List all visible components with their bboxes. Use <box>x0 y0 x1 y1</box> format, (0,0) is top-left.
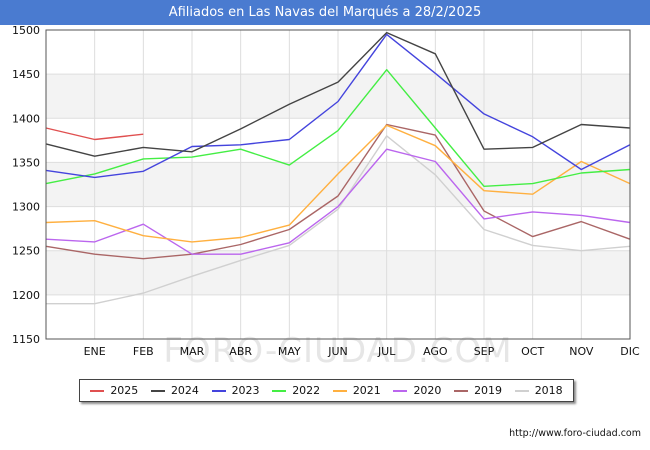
x-tick-label: JUL <box>377 345 396 358</box>
x-tick-label: MAY <box>278 345 301 358</box>
series-line-2021 <box>45 124 631 243</box>
legend: 2025 2024 2023 2022 2021 2020 2019 2018 <box>79 379 574 402</box>
series-line-2022 <box>45 68 631 188</box>
x-tick-label: DIC <box>620 345 640 358</box>
x-tick-label: AGO <box>423 345 448 358</box>
legend-label: 2021 <box>352 384 381 397</box>
legend-item-2022: 2022 <box>272 384 320 397</box>
series-line-2019 <box>45 123 631 260</box>
series-line-2024 <box>45 31 631 157</box>
legend-label: 2023 <box>231 384 260 397</box>
y-tick-label: 1450 <box>12 68 40 81</box>
legend-item-2019: 2019 <box>454 384 502 397</box>
y-axis-ticks: 1150 1200 1250 1300 1350 1400 1450 1500 <box>12 24 40 346</box>
legend-swatch <box>332 389 347 392</box>
axes <box>45 29 631 340</box>
x-tick-label: OCT <box>521 345 544 358</box>
x-tick-label: ABR <box>229 345 252 358</box>
plot-frame <box>45 29 631 340</box>
legend-item-2025: 2025 <box>90 384 138 397</box>
legend-item-2024: 2024 <box>150 384 199 397</box>
y-tick-label: 1500 <box>12 24 40 37</box>
legend-swatch <box>150 389 165 392</box>
legend-label: 2020 <box>413 384 442 397</box>
series-lines <box>45 31 631 305</box>
source-url[interactable]: http://www.foro-ciudad.com <box>509 428 641 439</box>
x-tick-label: FEB <box>133 345 154 358</box>
legend-swatch <box>211 389 226 392</box>
chart-title: Afiliados en Las Navas del Marqués a 28/… <box>0 0 650 25</box>
legend-label: 2019 <box>474 384 503 397</box>
legend-item-2020: 2020 <box>393 384 441 397</box>
legend-item-2018: 2018 <box>514 384 563 397</box>
legend-label: 2025 <box>110 384 139 397</box>
x-axis-ticks: ENE FEB MAR ABR MAY JUN JUL AGO SEP OCT NOV DIC <box>84 345 640 358</box>
legend-swatch <box>454 389 469 392</box>
legend-swatch <box>514 389 529 392</box>
y-tick-label: 1250 <box>12 245 40 258</box>
legend-label: 2022 <box>292 384 321 397</box>
legend-swatch <box>90 389 105 392</box>
y-tick-label: 1400 <box>12 112 40 125</box>
series-line-2025 <box>45 127 144 141</box>
legend-label: 2024 <box>170 384 199 397</box>
x-tick-label: MAR <box>180 345 205 358</box>
y-tick-label: 1150 <box>12 333 40 346</box>
x-tick-label: NOV <box>569 345 594 358</box>
x-tick-label: SEP <box>474 345 495 358</box>
series-line-2020 <box>45 148 631 255</box>
x-tick-label: ENE <box>84 345 106 358</box>
legend-swatch <box>272 389 287 392</box>
legend-label: 2018 <box>534 384 563 397</box>
legend-swatch <box>393 389 408 392</box>
x-tick-label: JUN <box>327 345 348 358</box>
legend-item-2021: 2021 <box>332 384 381 397</box>
series-line-2023 <box>45 33 631 179</box>
y-tick-label: 1350 <box>12 156 40 169</box>
y-tick-label: 1300 <box>12 201 40 214</box>
y-tick-label: 1200 <box>12 289 40 302</box>
series-line-2018 <box>46 135 631 305</box>
legend-item-2023: 2023 <box>211 384 260 397</box>
